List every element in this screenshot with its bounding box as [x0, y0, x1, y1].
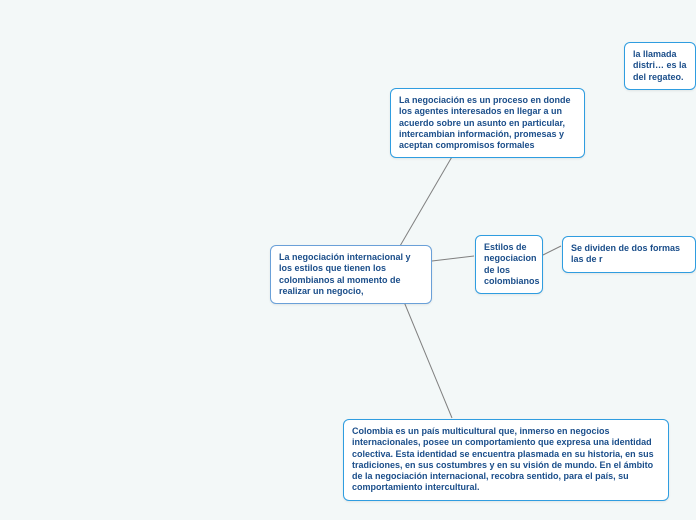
node-distrib[interactable]: la llamada distri… es la del regateo. [624, 42, 696, 90]
node-forms[interactable]: Se dividen de dos formas las de r [562, 236, 696, 273]
node-multicultural[interactable]: Colombia es un país multicultural que, i… [343, 419, 669, 501]
edge [432, 256, 474, 261]
edge [543, 246, 561, 255]
node-process[interactable]: La negociación es un proceso en donde lo… [390, 88, 585, 158]
node-root[interactable]: La negociación internacional y los estil… [270, 245, 432, 304]
edge [400, 143, 460, 246]
node-styles[interactable]: Estilos de negociacion de los colombiano… [475, 235, 543, 294]
